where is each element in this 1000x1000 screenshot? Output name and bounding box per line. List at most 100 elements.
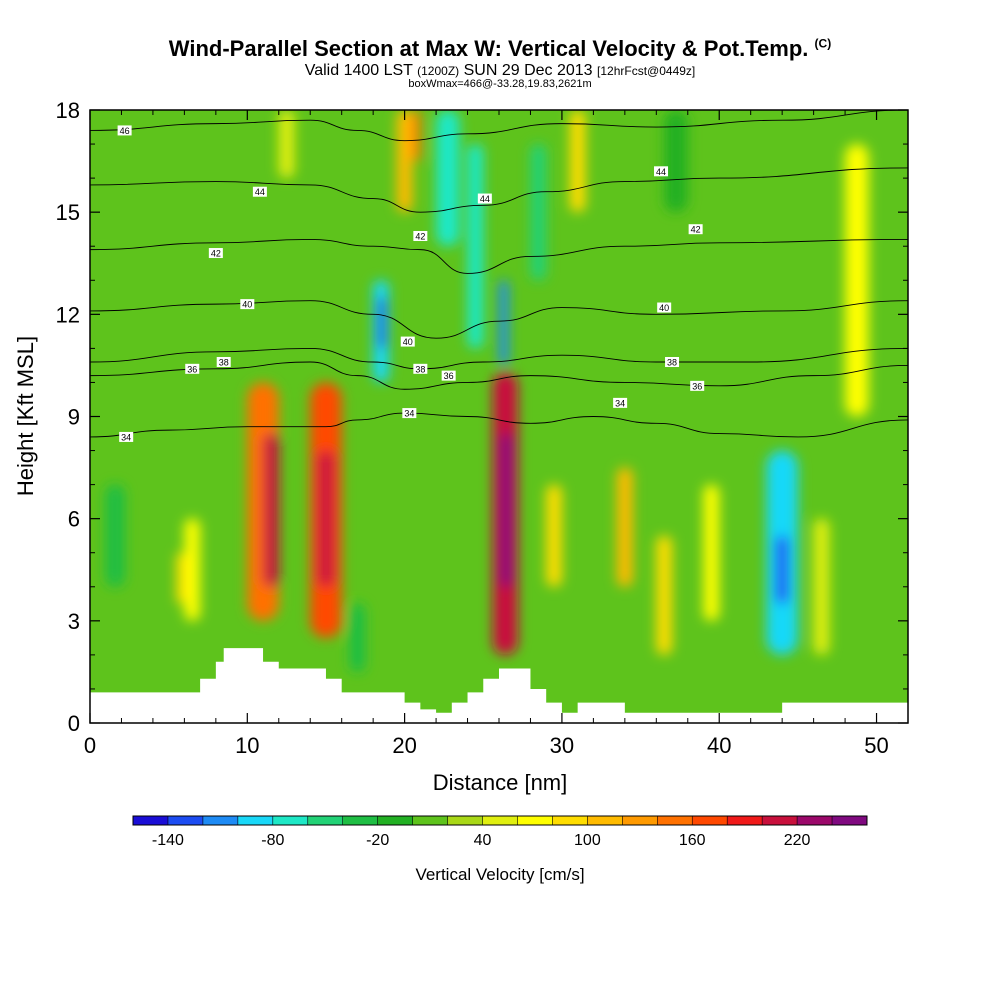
isentrope-label: 42 [691,225,701,235]
isentrope-label-bg [441,370,456,381]
colorbar-frame [132,815,868,826]
x-tick-label: 30 [550,733,574,758]
isentrope-label-bg [216,357,231,368]
isentrope-42 [90,238,908,274]
velocity-cell [467,144,484,349]
velocity-cell [105,484,125,587]
isentrope-label-bg [665,357,680,368]
isentrope-label: 36 [444,371,454,381]
isentrope-label: 36 [187,364,197,374]
velocity-cell [813,518,830,655]
isentrope-label: 44 [656,167,666,177]
utc-time: (1200Z) [417,64,460,78]
isentrope-label: 42 [415,232,425,242]
terrain-mask [90,648,908,723]
isentrope-label: 34 [121,432,131,442]
velocity-cell [775,535,789,604]
isentrope-label: 44 [255,187,265,197]
chart-title-text: Wind-Parallel Section at Max W: Vertical… [168,36,809,61]
colorbar-tick-label: 40 [474,832,492,849]
colorbar-swatch [167,816,204,825]
isentrope-label-bg [252,186,267,197]
isentrope-label-bg [413,363,428,374]
isentrope-label: 44 [480,194,490,204]
forecast-info: [12hrFcst@0449z] [597,64,696,78]
isentrope-label-bg [240,299,255,310]
velocity-cell [546,484,562,587]
isentropes: 34 34 34 36 36 36 38 38 38 40 40 40 42 42 42 44 44 44 46 [90,110,908,442]
colorbar-swatch [272,816,309,825]
colorbar-tick-label: 220 [784,832,811,849]
isentrope-label: 46 [120,126,130,136]
velocity-cell [499,280,509,366]
y-axis-title: Height [Kft MSL] [13,336,38,496]
isentrope-label-bg [688,224,703,235]
isentrope-label-bg [613,397,628,408]
colorbar-swatch [133,816,169,825]
y-tick-label: 3 [68,609,80,634]
colorbar-swatch [237,816,274,825]
isentrope-label-bg [477,193,492,204]
velocity-cell [656,535,673,655]
y-tick-label: 12 [56,302,80,327]
velocity-cell [569,110,586,213]
isentrope-44 [90,167,908,213]
velocity-cell [703,484,720,621]
colorbar-swatch [832,816,868,825]
isentrope-label: 36 [692,381,702,391]
isentrope-label: 38 [219,358,229,368]
velocity-cell [184,518,201,621]
isentrope-36 [90,361,908,390]
colorbar-swatch [727,816,763,825]
terrain [90,648,908,723]
colorbar-swatch [447,816,483,825]
y-tick-label: 15 [56,200,80,225]
isentrope-label-bg [185,363,200,374]
field-cells [105,110,869,672]
velocity-cell [263,433,279,587]
isentrope-label-bg [690,380,705,391]
colorbar-tick-label: -20 [366,832,389,849]
x-axis-title: Distance [nm] [433,770,568,795]
x-tick-label: 0 [84,733,96,758]
box-info: boxWmax=466@-33.28,19.83,2621m [408,78,592,90]
velocity-cell [396,110,413,213]
x-tick-label: 40 [707,733,731,758]
isentrope-38 [90,347,908,370]
colorbar-swatch [657,816,693,825]
velocity-cell [500,433,512,587]
velocity-cell [845,144,869,417]
colorbar-swatch [797,816,833,825]
chart-title: Wind-Parallel Section at Max W: Vertical… [0,36,1000,62]
velocity-cell [664,110,688,213]
isentrope-label-bg [413,231,428,242]
x-tick-label: 20 [392,733,416,758]
velocity-cell [436,110,460,247]
velocity-cell [530,144,547,281]
x-tick-label: 50 [864,733,888,758]
colorbar-swatch [377,816,414,825]
colorbar-swatch [202,816,239,825]
isentrope-label-bg [400,336,415,347]
isentrope-34 [90,412,908,438]
isentrope-label-bg [208,248,223,259]
colorbar-swatch [482,816,518,825]
velocity-field [90,110,908,723]
copyright-mark: (C) [814,36,832,51]
isentrope-label: 42 [211,249,221,259]
velocity-cell [377,297,386,349]
valid-date: SUN 29 Dec 2013 [463,62,593,79]
isentrope-label-bg [402,408,417,419]
colorbar-swatch [517,816,553,825]
colorbar-swatch [692,816,728,825]
isentrope-label-bg [117,125,132,136]
y-tick-label: 0 [68,711,80,736]
colorbar-swatch [342,816,379,825]
isentrope-label: 40 [659,303,669,313]
colorbar-tick-label: -80 [261,832,284,849]
velocity-cell [349,603,366,672]
isentrope-label: 40 [403,337,413,347]
isentrope-label: 38 [667,358,677,368]
